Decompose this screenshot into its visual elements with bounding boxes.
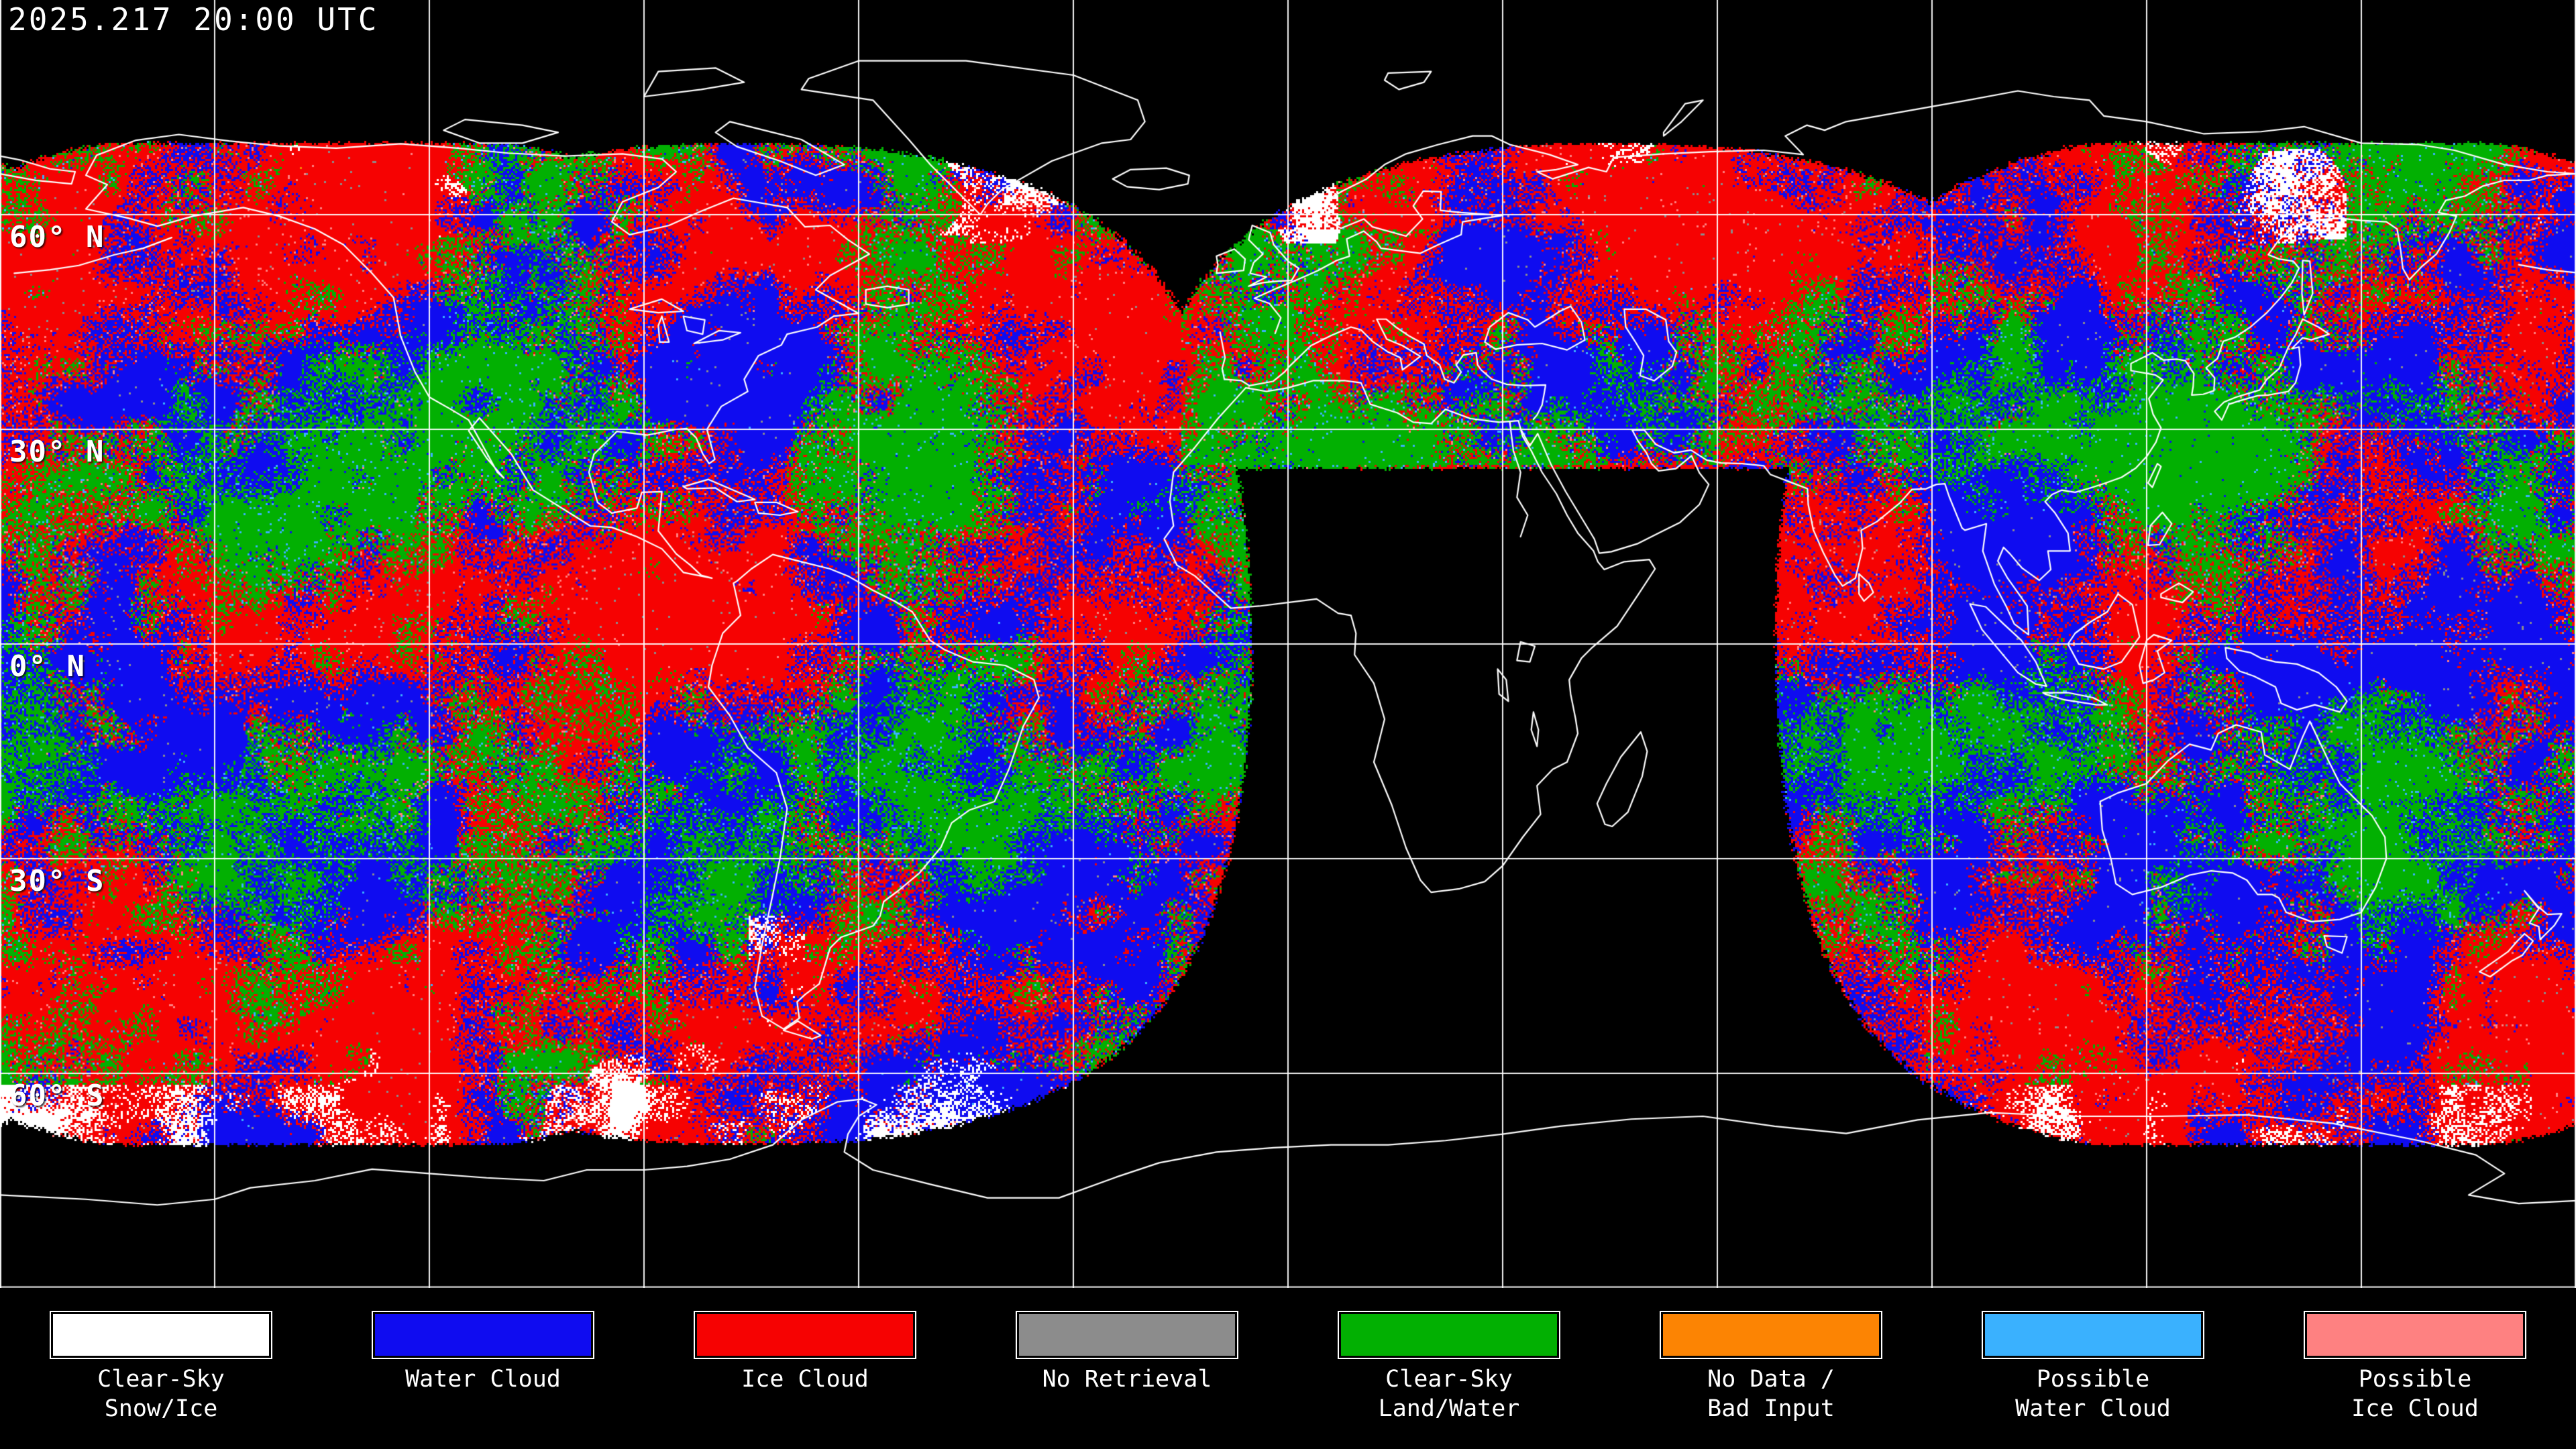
legend-item-snow: Clear-Sky Snow/Ice bbox=[0, 1288, 322, 1449]
legend-label: No Data / Bad Input bbox=[1707, 1364, 1835, 1424]
global-cloud-phase-map bbox=[0, 0, 2576, 1288]
legend-label-line: Land/Water bbox=[1378, 1395, 1520, 1422]
legend-label-line: No Retrieval bbox=[1042, 1366, 1212, 1393]
legend-swatch-ice bbox=[694, 1311, 916, 1359]
legend-swatch-color bbox=[697, 1314, 913, 1356]
latitude-label: 60° S bbox=[9, 1079, 105, 1113]
legend-label: Possible Ice Cloud bbox=[2351, 1364, 2479, 1424]
legend-swatch-color bbox=[2307, 1314, 2523, 1356]
legend-swatch-color bbox=[1663, 1314, 1879, 1356]
legend-label-line: Possible bbox=[2358, 1366, 2472, 1393]
latitude-label: 0° N bbox=[9, 649, 86, 684]
legend-label: Clear-Sky Land/Water bbox=[1379, 1364, 1520, 1424]
legend-swatch-color bbox=[375, 1314, 591, 1356]
legend-item-clear: Clear-Sky Land/Water bbox=[1288, 1288, 1610, 1449]
legend-label-line: Water Cloud bbox=[2015, 1395, 2171, 1422]
legend-swatch-pwater bbox=[1982, 1311, 2204, 1359]
legend-swatch-pice bbox=[2304, 1311, 2526, 1359]
latitude-label: 60° N bbox=[9, 220, 105, 254]
legend-label: Water Cloud bbox=[405, 1364, 561, 1394]
legend-label-line: Ice Cloud bbox=[741, 1366, 869, 1393]
legend-swatch-color bbox=[53, 1314, 269, 1356]
legend-swatch-color bbox=[1341, 1314, 1557, 1356]
legend-item-water: Water Cloud bbox=[322, 1288, 644, 1449]
timestamp-label: 2025.217 20:00 UTC bbox=[8, 1, 379, 38]
legend-swatch-clear bbox=[1338, 1311, 1560, 1359]
legend-label-line: Ice Cloud bbox=[2351, 1395, 2479, 1422]
legend-swatch-nodata bbox=[1660, 1311, 1882, 1359]
latitude-label: 30° N bbox=[9, 435, 105, 469]
legend-label: No Retrieval bbox=[1042, 1364, 1212, 1394]
legend-swatch-water bbox=[372, 1311, 594, 1359]
legend-label: Ice Cloud bbox=[741, 1364, 869, 1394]
legend-item-noret: No Retrieval bbox=[966, 1288, 1288, 1449]
legend-label-line: Water Cloud bbox=[405, 1366, 561, 1393]
legend-swatch-noret bbox=[1016, 1311, 1238, 1359]
legend-swatch-color bbox=[1985, 1314, 2201, 1356]
legend-item-ice: Ice Cloud bbox=[644, 1288, 966, 1449]
legend-swatch-color bbox=[1019, 1314, 1235, 1356]
legend-label-line: Clear-Sky bbox=[1385, 1366, 1513, 1393]
legend-label: Clear-Sky Snow/Ice bbox=[97, 1364, 225, 1424]
legend-item-pice: Possible Ice Cloud bbox=[2254, 1288, 2576, 1449]
legend-label-line: Possible bbox=[2036, 1366, 2150, 1393]
legend-item-pwater: Possible Water Cloud bbox=[1932, 1288, 2254, 1449]
legend-label-line: Bad Input bbox=[1707, 1395, 1835, 1422]
legend-label-line: No Data / bbox=[1707, 1366, 1835, 1393]
legend-label: Possible Water Cloud bbox=[2015, 1364, 2171, 1424]
legend-item-nodata: No Data / Bad Input bbox=[1610, 1288, 1932, 1449]
legend-swatch-snow bbox=[50, 1311, 272, 1359]
legend: Clear-Sky Snow/Ice Water Cloud Ice Cloud No … bbox=[0, 1288, 2576, 1449]
legend-label-line: Snow/Ice bbox=[104, 1395, 218, 1422]
legend-label-line: Clear-Sky bbox=[97, 1366, 225, 1393]
latitude-label: 30° S bbox=[9, 864, 105, 898]
